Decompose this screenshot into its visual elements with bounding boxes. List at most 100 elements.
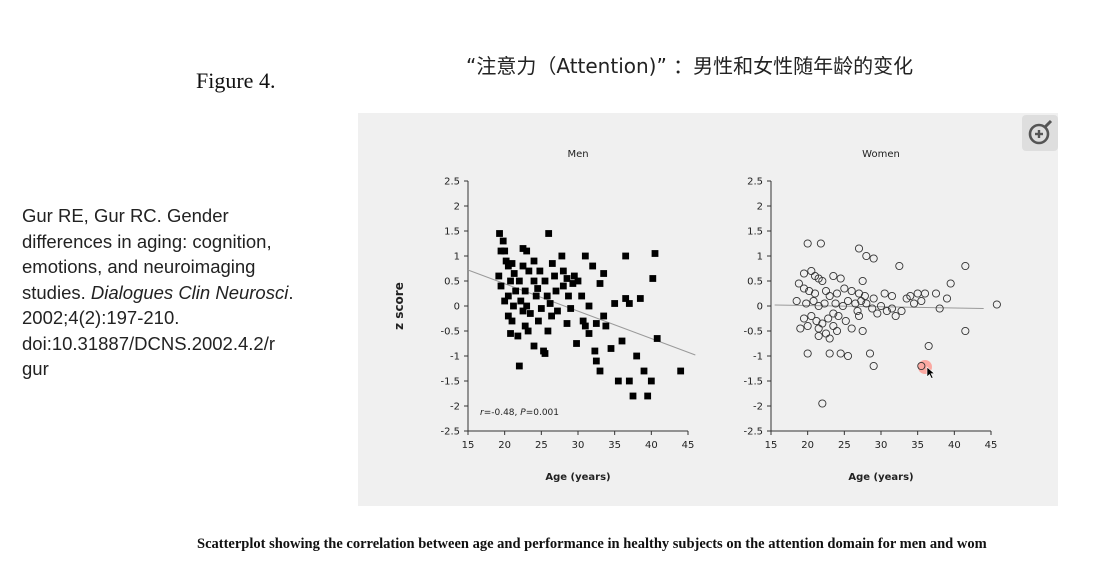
data-point [909, 299, 919, 308]
data-point [829, 271, 838, 281]
data-point [825, 291, 834, 301]
data-point [853, 306, 862, 316]
data-point [840, 284, 849, 293]
data-point [558, 252, 566, 260]
y-tick-label: 0.5 [747, 277, 763, 288]
data-point [519, 245, 527, 252]
data-point [507, 277, 514, 285]
data-point [578, 292, 586, 300]
data-point [992, 300, 1001, 309]
data-point [799, 284, 809, 293]
data-point [523, 302, 531, 310]
data-point [514, 332, 522, 340]
data-point [887, 291, 897, 301]
y-tick-label: -1 [450, 352, 460, 363]
data-point [633, 352, 641, 360]
data-point [821, 329, 831, 338]
data-point [592, 357, 600, 365]
data-point [548, 312, 555, 320]
data-point [502, 257, 510, 265]
data-point [920, 289, 930, 298]
data-point [495, 272, 503, 280]
data-point [818, 276, 827, 286]
data-point [821, 286, 831, 296]
data-point [581, 322, 589, 330]
data-point [501, 247, 509, 255]
data-point [640, 367, 648, 375]
data-point [869, 254, 878, 263]
data-point [504, 312, 512, 320]
data-point [622, 252, 630, 260]
data-point [807, 311, 816, 321]
x-tick-label: 35 [911, 440, 924, 451]
data-point [869, 294, 878, 303]
data-point [567, 305, 575, 312]
y-tick-label: 2.5 [747, 177, 763, 188]
citation: Gur RE, Gur RC. Gender differences in ag… [22, 203, 342, 382]
data-point [570, 272, 578, 280]
data-point [799, 269, 809, 278]
data-point [544, 327, 552, 335]
y-tick-label: -0.5 [743, 327, 763, 338]
data-point [545, 230, 553, 237]
data-point [541, 277, 549, 285]
data-point [563, 320, 571, 327]
data-point [504, 262, 512, 270]
x-tick-label: 45 [682, 440, 695, 451]
stats-annotation-part: r [480, 408, 485, 418]
data-point [961, 261, 970, 271]
data-point [537, 305, 545, 312]
data-point [507, 330, 514, 337]
data-point [625, 377, 633, 385]
data-point [825, 334, 834, 343]
y-tick-label: -2.5 [743, 427, 763, 438]
data-point [530, 257, 538, 265]
data-point [895, 261, 904, 271]
data-point [559, 267, 567, 275]
data-point [559, 282, 567, 290]
data-point [836, 349, 845, 358]
citation-line: doi:10.31887/DCNS.2002.4.2/r [22, 332, 276, 354]
x-tick-label: 45 [985, 440, 998, 451]
data-point [869, 361, 878, 371]
citation-line: differences in aging: cognition, [22, 230, 272, 252]
data-point [510, 302, 517, 310]
data-point [836, 274, 845, 283]
data-point [946, 279, 955, 288]
data-point [873, 309, 882, 318]
citation-journal-line: studies. Dialogues Clin Neurosci. [22, 280, 342, 306]
data-point [589, 262, 597, 270]
data-point [831, 299, 840, 308]
data-point [530, 277, 538, 285]
x-tick-label: 40 [948, 440, 961, 451]
x-tick-label: 30 [875, 440, 888, 451]
data-point [543, 292, 551, 300]
data-point [803, 321, 812, 331]
stats-annotation-part: =-0.48, [484, 408, 521, 418]
data-point [824, 314, 833, 323]
data-point [829, 321, 838, 331]
data-point [625, 300, 633, 307]
zoom-in-button[interactable] [1022, 115, 1058, 151]
x-tick-label: 30 [572, 440, 585, 451]
data-point [517, 297, 525, 305]
data-point [574, 277, 582, 285]
data-point [838, 301, 847, 311]
figure-panel: Men 2.5 2 1.5 1 0.5 0 -0.5 -1 -1.5 -2 -2.5 15 20 25 30 3… [358, 113, 1058, 506]
data-point [499, 237, 507, 245]
data-point [832, 326, 842, 336]
data-point [814, 324, 823, 333]
zoom-in-icon [1028, 119, 1053, 145]
data-point [512, 287, 520, 295]
x-tick-label: 25 [535, 440, 548, 451]
data-point [510, 270, 518, 277]
citation-journal-suffix: . [288, 281, 294, 303]
data-point [847, 324, 856, 333]
citation-line: gur [22, 358, 49, 379]
data-point [816, 239, 825, 248]
data-point [942, 294, 952, 303]
data-point [569, 280, 577, 287]
y-tick-label: 1 [454, 252, 460, 263]
data-point [796, 324, 805, 333]
data-point [592, 320, 600, 327]
